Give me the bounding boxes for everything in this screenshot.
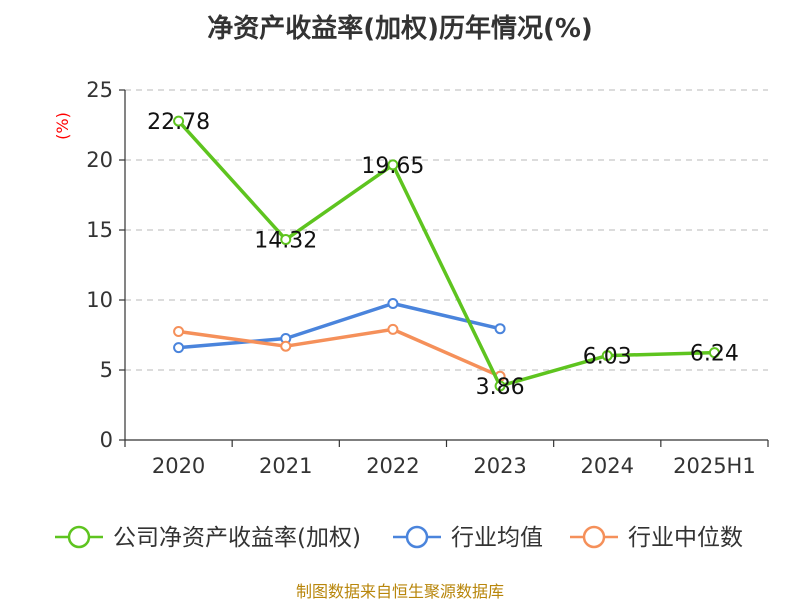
x-tick-label: 2020 [152, 454, 205, 478]
data-point [173, 342, 185, 354]
data-point [280, 234, 292, 246]
data-point [173, 115, 185, 127]
data-label: 14.32 [254, 229, 317, 254]
legend-item: 行业中位数 [570, 525, 743, 551]
data-label: 19.65 [361, 154, 424, 179]
data-point [173, 326, 185, 337]
data-point [387, 323, 399, 335]
data-point [708, 347, 720, 359]
data-label: 3.86 [476, 375, 525, 400]
x-tick-label: 2024 [581, 454, 634, 478]
series-line [178, 327, 501, 378]
y-tick-label: 20 [86, 148, 113, 172]
series-group [173, 115, 720, 392]
series-2 [173, 323, 506, 382]
data-label: 6.24 [690, 342, 739, 367]
data-label: 22.78 [147, 110, 210, 135]
legend-item: 公司净资产收益率(加权) [55, 525, 361, 551]
x-tick-label: 2025H1 [673, 454, 756, 478]
grid-lines [125, 89, 768, 371]
x-tick-label: 2021 [259, 454, 312, 478]
data-point [494, 380, 506, 392]
data-point [387, 159, 399, 171]
x-axis-ticks: 2020 2021 2022 2023 2024 2025H1 [152, 454, 756, 478]
x-tick-label: 2022 [366, 454, 419, 478]
y-tick-label: 0 [100, 428, 113, 452]
y-tick-label: 5 [100, 358, 113, 382]
series-1 [173, 298, 506, 354]
legend-marker [405, 525, 429, 549]
y-tick-label: 25 [86, 78, 113, 102]
y-tick-label: 10 [86, 288, 113, 312]
y-axis-ticks: 0 5 10 15 20 25 [86, 78, 113, 452]
series-line [178, 301, 501, 350]
data-point [494, 323, 506, 335]
legend-item: 行业均值 [393, 525, 543, 551]
data-labels: 22.78 14.32 19.65 3.86 6.03 6.24 [147, 110, 739, 400]
data-point [387, 298, 399, 309]
legend: 公司净资产收益率(加权) 行业均值 行业中位数 [55, 525, 743, 551]
legend-label: 行业均值 [451, 525, 543, 551]
x-tick-label: 2023 [473, 454, 526, 478]
y-tick-label: 15 [86, 218, 113, 242]
series-0 [173, 115, 720, 392]
legend-label: 公司净资产收益率(加权) [113, 525, 361, 551]
legend-marker [582, 525, 606, 549]
axes [119, 89, 769, 447]
series-line [177, 119, 715, 388]
data-label: 6.03 [583, 345, 632, 370]
legend-label: 行业中位数 [628, 525, 743, 551]
y-axis-label: (%) [53, 112, 72, 140]
chart-title: 净资产收益率(加权)历年情况(%) [207, 14, 593, 44]
data-point [601, 350, 613, 362]
legend-marker [67, 525, 91, 549]
data-point [280, 340, 292, 352]
source-note: 制图数据来自恒生聚源数据库 [295, 582, 504, 601]
